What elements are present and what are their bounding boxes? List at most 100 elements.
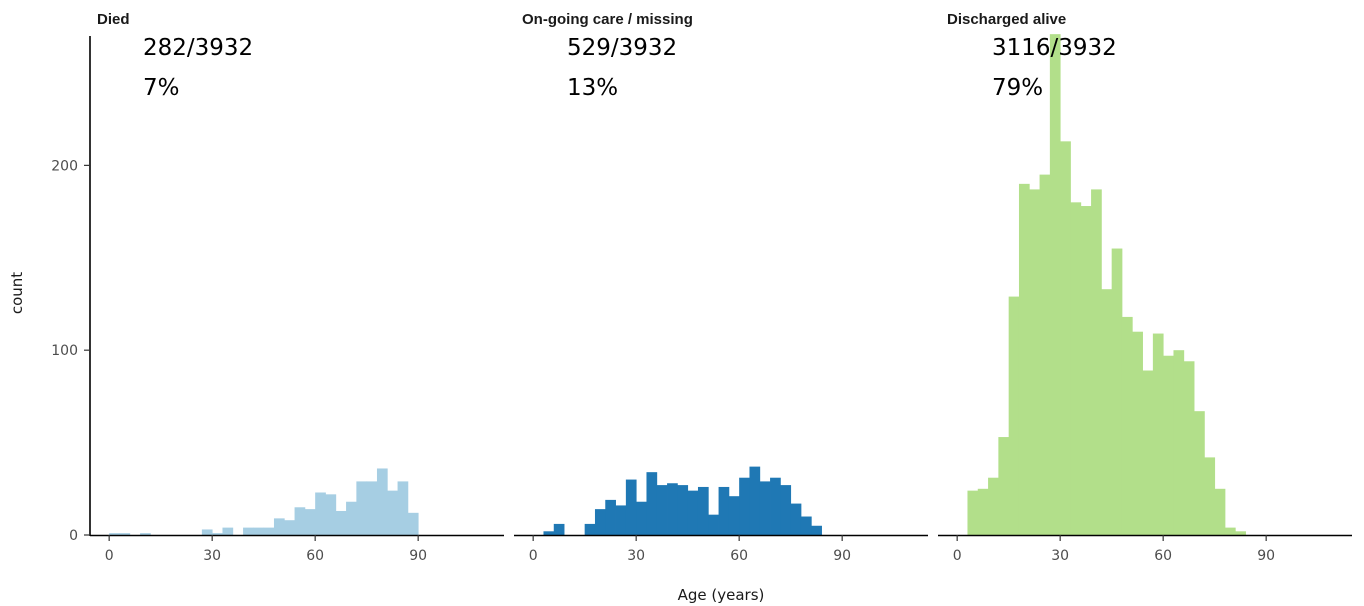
facet-died-bars	[109, 468, 419, 535]
histogram-bar-died-11	[222, 527, 234, 535]
histogram-bar-ongoing-6	[594, 509, 606, 535]
histogram-bar-ongoing-5	[584, 523, 596, 535]
annotation-count-ongoing: 529/3932	[567, 35, 677, 61]
histogram-bar-died-25	[366, 481, 378, 535]
histogram-bar-discharged-3	[988, 477, 999, 535]
histogram-bar-discharged-26	[1224, 527, 1236, 535]
histogram-bar-discharged-15	[1111, 248, 1123, 536]
histogram-bar-died-9	[201, 529, 213, 535]
histogram-bar-discharged-25	[1214, 488, 1226, 535]
histogram-bar-discharged-4	[998, 437, 1010, 535]
histogram-bar-ongoing-7	[605, 499, 616, 535]
x-tick-label-discharged: 90	[1257, 548, 1275, 564]
histogram-bar-discharged-11	[1070, 202, 1082, 535]
annotation-count-died: 282/3932	[143, 35, 253, 61]
y-tick-label: 100	[51, 343, 78, 359]
histogram-bar-ongoing-14	[677, 485, 689, 535]
histogram-bar-discharged-1	[967, 490, 979, 535]
histogram-bar-died-20	[315, 492, 326, 535]
x-tick-label-died: 60	[306, 548, 324, 564]
x-tick-label-died: 90	[409, 548, 427, 564]
histogram-bar-died-0	[109, 533, 120, 535]
histogram-bar-discharged-13	[1091, 189, 1102, 535]
histogram-bar-died-17	[284, 520, 295, 535]
histogram-bar-died-1	[119, 533, 131, 535]
histogram-bar-died-19	[304, 509, 316, 535]
histogram-bar-ongoing-22	[759, 481, 771, 535]
histogram-bar-ongoing-20	[739, 477, 750, 535]
x-tick-label-ongoing: 0	[529, 548, 538, 564]
histogram-bar-ongoing-13	[667, 483, 678, 535]
x-tick-label-ongoing: 90	[833, 548, 851, 564]
histogram-bar-discharged-7	[1029, 189, 1040, 535]
y-tick-label: 0	[69, 528, 78, 544]
histogram-bar-discharged-9	[1049, 34, 1061, 536]
x-tick-label-discharged: 30	[1051, 548, 1069, 564]
axes: 0 100 200 0 30 60 90 0 30 60 90 0 30 60 90	[51, 36, 1352, 564]
histogram-bar-discharged-12	[1080, 206, 1092, 535]
histogram-bar-discharged-10	[1060, 141, 1071, 535]
y-axis-title: count	[8, 272, 26, 314]
histogram-bar-died-29	[407, 512, 419, 535]
histogram-bar-discharged-14	[1101, 289, 1113, 535]
histogram-bar-died-18	[294, 507, 306, 535]
histogram-bar-ongoing-24	[780, 485, 792, 535]
histogram-bar-ongoing-15	[687, 490, 699, 535]
histogram-bar-discharged-22	[1183, 361, 1195, 535]
x-tick-label-died: 0	[105, 548, 114, 564]
histogram-bar-discharged-20	[1163, 355, 1174, 535]
histogram-bar-ongoing-2	[553, 523, 565, 535]
x-tick-label-ongoing: 60	[730, 548, 748, 564]
facet-ongoing-bars	[543, 466, 822, 535]
histogram-bar-died-26	[376, 468, 388, 535]
histogram-bar-died-21	[325, 494, 337, 535]
histogram-bar-ongoing-16	[697, 486, 709, 535]
histogram-bar-discharged-19	[1152, 333, 1164, 535]
histogram-bar-died-14	[253, 527, 265, 535]
histogram-bar-ongoing-17	[708, 514, 719, 535]
histogram-bar-discharged-27	[1235, 531, 1246, 535]
x-tick-label-ongoing: 30	[627, 548, 645, 564]
histogram-bar-died-23	[346, 501, 357, 535]
x-tick-label-discharged: 60	[1154, 548, 1172, 564]
histogram-bar-died-15	[263, 527, 275, 535]
histogram-bar-discharged-17	[1132, 331, 1143, 535]
histogram-bar-ongoing-27	[811, 525, 822, 535]
histogram-bar-died-28	[397, 481, 409, 535]
histogram-bar-discharged-8	[1039, 174, 1051, 536]
histogram-bar-ongoing-23	[770, 477, 781, 535]
histogram-bar-discharged-2	[977, 488, 989, 535]
histogram-bar-discharged-23	[1194, 411, 1205, 535]
annotation-percent-ongoing: 13%	[567, 75, 618, 101]
annotation-percent-discharged: 79%	[992, 75, 1043, 101]
histogram-bar-discharged-21	[1173, 350, 1185, 535]
x-axis-title: Age (years)	[678, 586, 765, 604]
y-tick-label: 200	[51, 158, 78, 174]
histogram-bar-died-10	[212, 533, 223, 535]
histogram-bar-discharged-5	[1008, 296, 1020, 535]
histogram-bar-died-16	[273, 518, 285, 535]
histogram-bar-discharged-24	[1204, 457, 1216, 535]
annotation-percent-died: 7%	[143, 75, 180, 101]
x-tick-label-discharged: 0	[953, 548, 962, 564]
facet-title-died: Died	[97, 11, 130, 28]
histogram-bar-discharged-16	[1121, 316, 1133, 535]
histogram-bar-ongoing-10	[636, 501, 647, 535]
histogram-bar-ongoing-26	[800, 516, 812, 535]
histogram-bar-ongoing-9	[625, 479, 637, 535]
facet-title-ongoing: On-going care / missing	[522, 11, 693, 28]
histogram-bar-ongoing-25	[790, 503, 802, 535]
histogram-bar-ongoing-19	[728, 496, 740, 535]
histogram-bar-discharged-18	[1142, 370, 1154, 535]
histogram-bar-ongoing-21	[749, 466, 761, 535]
histogram-bar-ongoing-8	[615, 505, 627, 535]
x-tick-label-died: 30	[203, 548, 221, 564]
histogram-bar-died-27	[387, 490, 398, 535]
histogram-bar-died-13	[243, 527, 254, 535]
histogram-bar-ongoing-12	[656, 485, 668, 535]
annotation-count-discharged: 3116/3932	[992, 35, 1117, 61]
histogram-bar-ongoing-11	[646, 472, 658, 535]
histogram-bar-discharged-6	[1018, 183, 1030, 535]
facet-title-discharged: Discharged alive	[947, 11, 1066, 28]
